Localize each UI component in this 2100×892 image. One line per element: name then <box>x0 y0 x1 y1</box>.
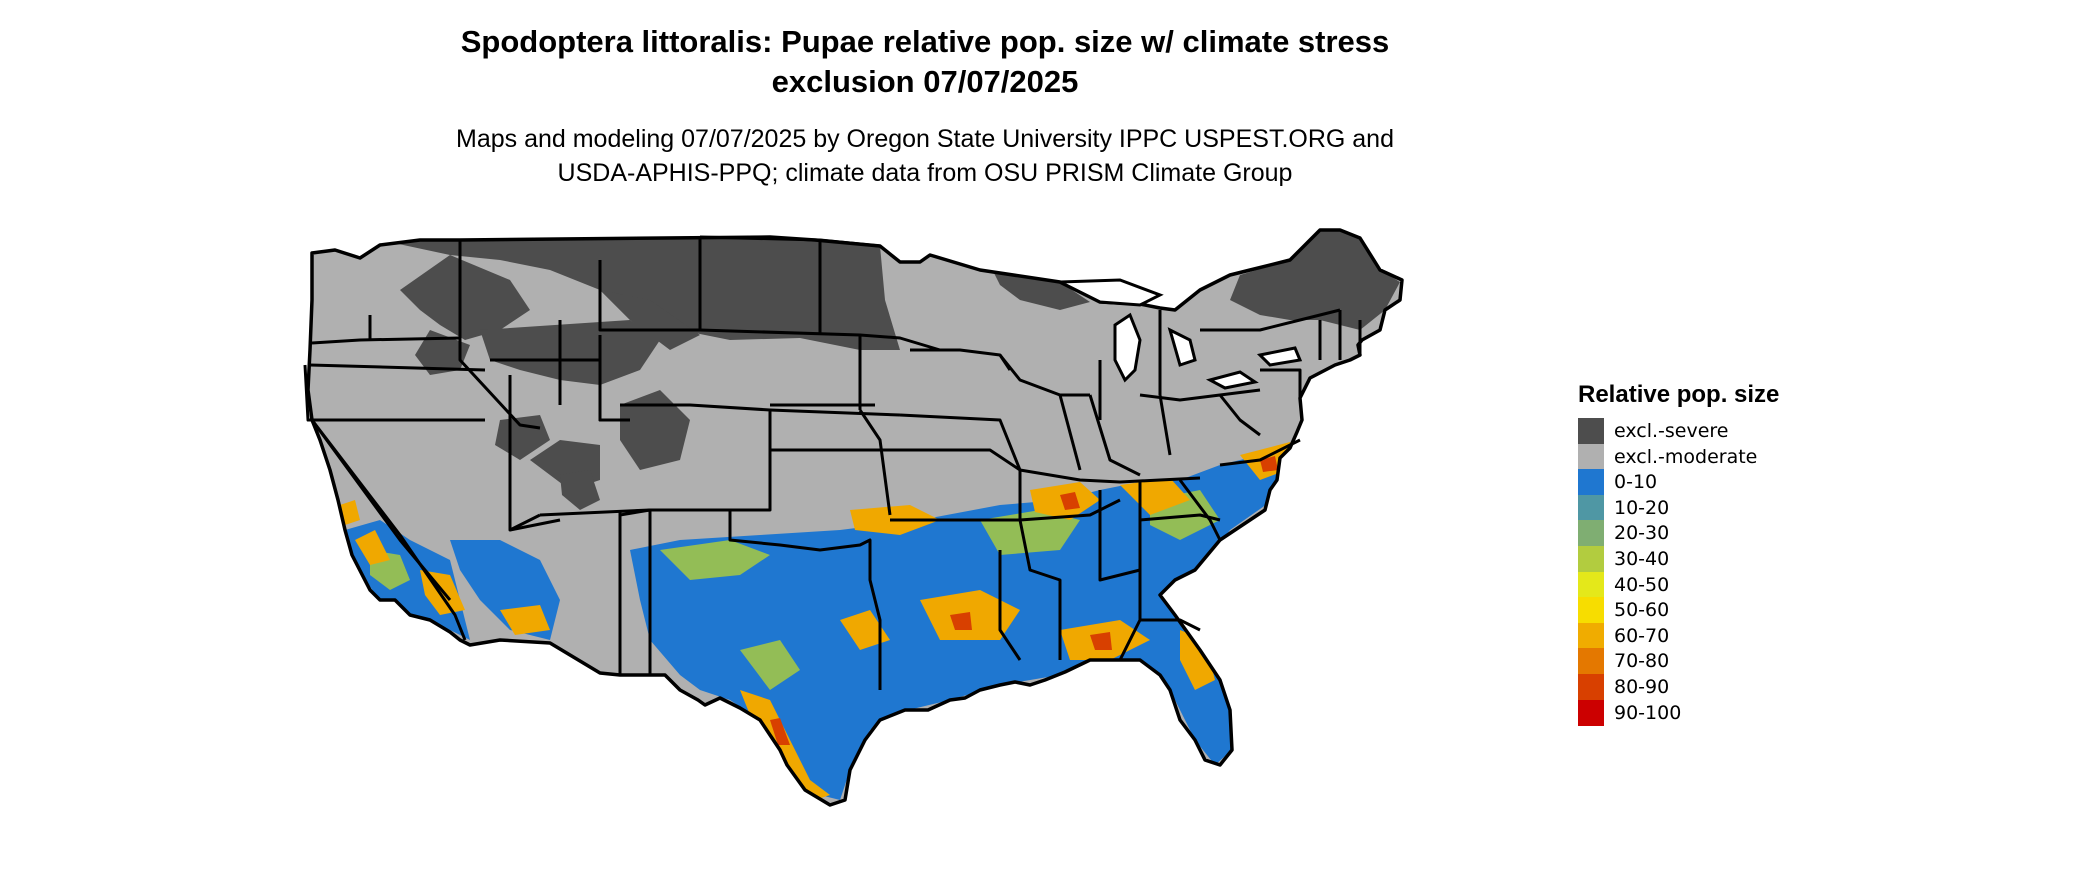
legend-label: 90-100 <box>1614 701 1682 724</box>
legend-item: 0-10 <box>1578 469 1658 496</box>
legend-swatch <box>1578 571 1604 598</box>
legend-title: Relative pop. size <box>1578 381 1780 408</box>
map-title-line-2: exclusion 07/07/2025 <box>771 64 1079 99</box>
legend-swatch <box>1578 622 1604 649</box>
map-subtitle-line-2: USDA-APHIS-PPQ; climate data from OSU PR… <box>557 159 1293 187</box>
legend-label: 40-50 <box>1614 573 1670 596</box>
legend-swatch <box>1578 494 1604 521</box>
legend-swatch <box>1578 699 1604 726</box>
legend-swatch <box>1578 648 1604 675</box>
legend-item: 40-50 <box>1578 571 1670 598</box>
suitability-80-90 <box>770 456 1278 745</box>
legend-item: excl.-moderate <box>1578 443 1758 470</box>
legend-swatch <box>1578 674 1604 700</box>
legend-item: excl.-severe <box>1578 418 1729 444</box>
legend-label: excl.-moderate <box>1614 445 1758 468</box>
legend-item: 10-20 <box>1578 494 1670 521</box>
legend-label: excl.-severe <box>1614 420 1729 442</box>
severe-exclusion-zones <box>380 230 1400 510</box>
legend-swatch <box>1578 520 1604 547</box>
great-lakes <box>1059 278 1303 390</box>
map-title-line-1: Spodoptera littoralis: Pupae relative po… <box>460 24 1390 59</box>
map-subtitle: Maps and modeling 07/07/2025 by Oregon S… <box>330 122 1520 190</box>
legend-item: 20-30 <box>1578 520 1670 547</box>
legend-item: 50-60 <box>1578 597 1670 624</box>
legend-swatch <box>1578 597 1604 624</box>
legend-label: 10-20 <box>1614 496 1670 519</box>
legend-item: 90-100 <box>1578 699 1682 726</box>
map-subtitle-line-1: Maps and modeling 07/07/2025 by Oregon S… <box>456 125 1394 153</box>
legend-item: 60-70 <box>1578 622 1670 649</box>
legend-swatch <box>1578 469 1604 496</box>
legend-item: 80-90 <box>1578 674 1669 700</box>
legend-label: 0-10 <box>1614 471 1658 494</box>
legend-swatch <box>1578 546 1604 572</box>
us-map <box>303 228 1404 807</box>
legend-label: 60-70 <box>1614 624 1670 647</box>
legend-item: 70-80 <box>1578 648 1670 675</box>
legend-label: 70-80 <box>1614 650 1670 673</box>
legend-swatch <box>1578 418 1604 444</box>
legend: Relative pop. size excl.-severe excl.-mod… <box>1578 380 1878 740</box>
legend-label: 20-30 <box>1614 522 1670 545</box>
legend-swatch <box>1578 443 1604 470</box>
legend-label: 80-90 <box>1614 676 1670 698</box>
legend-label: 30-40 <box>1614 548 1670 570</box>
legend-label: 50-60 <box>1614 599 1670 622</box>
map-title: Spodoptera littoralis: Pupae relative po… <box>330 22 1520 102</box>
legend-item: 30-40 <box>1578 546 1669 572</box>
